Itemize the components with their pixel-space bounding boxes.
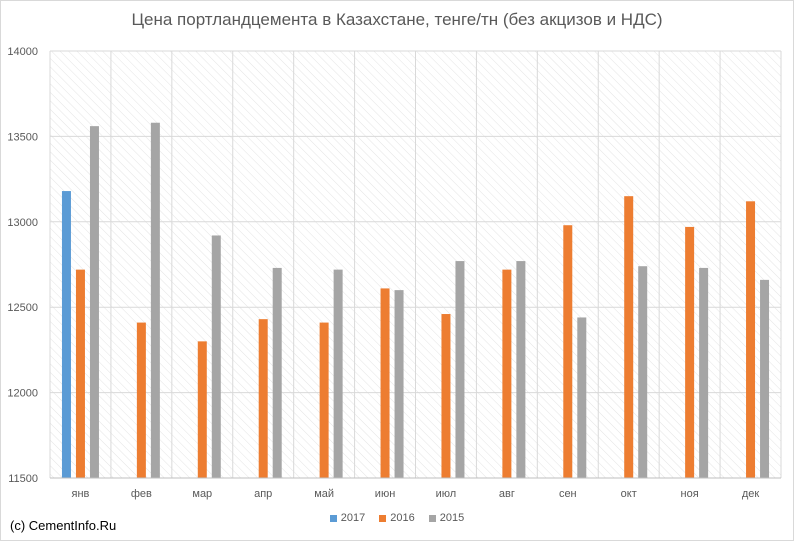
bar-2017-янв (61, 191, 71, 478)
bar-2015-апр (272, 267, 282, 478)
y-tick-label: 12000 (7, 388, 38, 400)
bar-2016-июл (441, 314, 451, 478)
bar-2016-авг (502, 269, 512, 478)
y-tick-label: 14000 (7, 46, 38, 58)
x-tick-label: дек (742, 488, 760, 500)
legend: 2017 2016 2015 (0, 512, 794, 524)
bar-2016-ноя (685, 226, 695, 478)
bar-2015-янв (89, 126, 99, 478)
x-tick-label: ноя (681, 488, 699, 500)
x-tick-label: авг (499, 488, 515, 500)
legend-label: 2016 (390, 512, 415, 524)
legend-swatch (379, 514, 387, 522)
legend-swatch (428, 514, 436, 522)
bar-2016-фев (136, 322, 146, 478)
x-tick-label: окт (621, 488, 637, 500)
x-tick-label: мар (192, 488, 212, 500)
x-tick-label: сен (559, 488, 577, 500)
legend-label: 2017 (340, 512, 366, 524)
bar-2015-дек (760, 279, 770, 478)
legend-item-2016: 2016 (379, 512, 415, 524)
bar-2015-ноя (699, 267, 709, 478)
x-tick-label: май (314, 488, 334, 500)
chart-title: Цена портландцемента в Казахстане, тенге… (131, 10, 663, 29)
bar-2016-окт (624, 196, 634, 478)
legend-item-2017: 2017 (329, 512, 366, 524)
bars (61, 122, 770, 479)
y-tick-label: 12500 (7, 302, 38, 314)
x-tick-label: июл (436, 488, 457, 500)
bar-2016-дек (746, 201, 756, 478)
legend-label: 2015 (439, 512, 465, 524)
y-axis: 11500 12000 12500 13000 13500 14000 (7, 46, 38, 485)
y-tick-label: 13500 (7, 131, 38, 143)
bar-2016-янв (75, 269, 85, 478)
bar-2015-май (333, 269, 343, 478)
y-tick-label: 13000 (7, 217, 38, 229)
bar-2015-сен (577, 317, 587, 478)
bar-2016-май (319, 322, 329, 478)
x-tick-label: апр (254, 488, 272, 500)
bar-2015-июн (394, 290, 404, 478)
bar-2016-сен (563, 225, 573, 478)
bar-2016-апр (258, 319, 268, 478)
bar-2015-фев (150, 122, 160, 479)
bar-2016-мар (197, 341, 207, 478)
bar-2015-авг (516, 261, 526, 478)
credit-text: (c) CementInfo.Ru (10, 518, 117, 533)
x-tick-label: фев (131, 488, 152, 500)
x-axis: янв фев мар апр май июн июл авг сен окт ноя дек (50, 477, 781, 500)
grid-lines (49, 50, 782, 479)
legend-swatch (329, 514, 337, 522)
bar-2016-июн (380, 288, 390, 478)
y-tick-label: 11500 (8, 473, 38, 485)
bar-2015-мар (211, 235, 221, 478)
bar-2015-окт (638, 266, 648, 478)
x-tick-label: янв (72, 488, 90, 500)
bar-2015-июл (455, 261, 465, 478)
x-tick-label: июн (375, 488, 395, 500)
legend-item-2015: 2015 (428, 512, 465, 524)
